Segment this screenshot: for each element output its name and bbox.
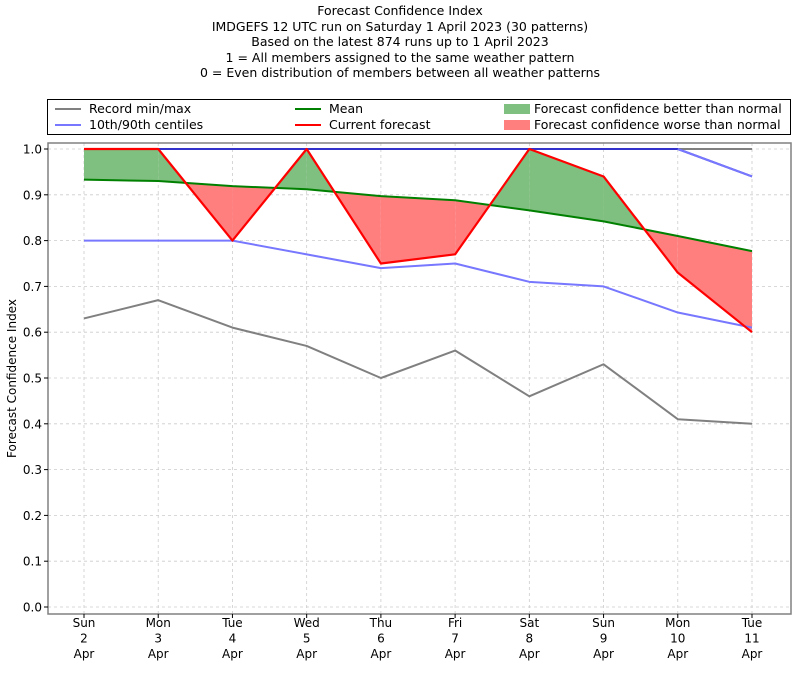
- legend-label-current: Current forecast: [329, 117, 431, 132]
- legend-label-record: Record min/max: [89, 101, 192, 116]
- x-tick-label-day: Thu: [369, 616, 393, 630]
- x-tick-label-month: Apr: [742, 647, 763, 661]
- fill-better-than-normal: [529, 149, 604, 222]
- x-tick-label-date: 3: [154, 632, 162, 646]
- y-tick-label: 0.4: [23, 417, 42, 431]
- chart-legend: Record min/max 10th/90th centiles Mean C…: [47, 99, 791, 135]
- legend-item-mean: Mean: [295, 101, 363, 117]
- x-tick-label-month: Apr: [74, 647, 95, 661]
- y-tick-label: 0.6: [23, 326, 42, 340]
- series-line-90th-centile: [84, 148, 753, 178]
- legend-label-worse: Forecast confidence worse than normal: [534, 117, 781, 132]
- title-line-2: IMDGEFS 12 UTC run on Saturday 1 April 2…: [211, 18, 589, 34]
- x-tick-label-month: Apr: [593, 647, 614, 661]
- fill-worse-than-normal: [677, 236, 752, 333]
- title-line-4: 1 = All members assigned to the same wea…: [225, 49, 575, 65]
- y-axis: 0.0 0.1 0.2 0.3 0.4 0.5 0.6 0.7 0.8 0.9 1.0: [23, 143, 48, 615]
- x-tick-label-date: 5: [303, 632, 311, 646]
- chart-title: Forecast Confidence Index IMDGEFS 12 UTC…: [0, 3, 800, 81]
- legend-item-centiles: 10th/90th centiles: [55, 117, 203, 133]
- x-tick-label-month: Apr: [148, 647, 169, 661]
- x-tick-label-month: Apr: [445, 647, 466, 661]
- legend-item-worse: Forecast confidence worse than normal: [504, 117, 781, 133]
- y-tick-label: 0.5: [23, 372, 42, 386]
- x-tick-label-date: 11: [744, 632, 759, 646]
- x-tick-label-day: Wed: [294, 616, 320, 630]
- x-tick-label-day: Tue: [741, 616, 763, 630]
- y-tick-label: 0.7: [23, 280, 42, 294]
- y-tick-label: 0.3: [23, 463, 42, 477]
- x-tick-label-day: Tue: [221, 616, 243, 630]
- x-tick-label-month: Apr: [222, 647, 243, 661]
- legend-swatch-centiles: [55, 123, 81, 126]
- legend-swatch-record: [55, 107, 81, 110]
- legend-swatch-better: [504, 103, 530, 114]
- y-tick-label: 0.9: [23, 188, 42, 202]
- legend-swatch-worse: [504, 119, 530, 130]
- legend-label-centiles: 10th/90th centiles: [89, 117, 204, 132]
- legend-label-better: Forecast confidence better than normal: [534, 101, 782, 116]
- x-tick-label-month: Apr: [519, 647, 540, 661]
- y-tick-label: 1.0: [23, 143, 42, 157]
- x-tick-label-date: 9: [600, 632, 608, 646]
- fill-worse-than-normal: [380, 196, 456, 264]
- legend-item-current: Current forecast: [295, 117, 430, 133]
- x-tick-label-month: Apr: [667, 647, 688, 661]
- legend-swatch-current: [295, 123, 321, 126]
- series-lines: [83, 147, 753, 425]
- y-axis-label: Forecast Confidence Index: [5, 299, 19, 458]
- x-tick-label-day: Sun: [73, 616, 96, 630]
- title-line-3: Based on the latest 874 runs up to 1 Apr…: [251, 34, 549, 50]
- x-tick-label-day: Mon: [146, 616, 171, 630]
- series-line-10th-centile: [84, 239, 753, 329]
- x-tick-label-month: Apr: [296, 647, 317, 661]
- legend-item-record: Record min/max: [55, 101, 191, 117]
- x-tick-label-month: Apr: [371, 647, 392, 661]
- x-tick-label-day: Fri: [448, 616, 462, 630]
- legend-item-better: Forecast confidence better than normal: [504, 101, 782, 117]
- title-line-5: 0 = Even distribution of members between…: [199, 65, 601, 81]
- x-tick-label-date: 4: [229, 632, 237, 646]
- x-tick-label-date: 6: [377, 632, 385, 646]
- x-tick-label-date: 8: [526, 632, 534, 646]
- series-line-record-min: [83, 299, 753, 425]
- x-tick-label-date: 2: [80, 632, 88, 646]
- legend-label-mean: Mean: [329, 101, 364, 116]
- y-tick-label: 0.8: [23, 234, 42, 248]
- y-tick-label: 0.0: [23, 601, 42, 615]
- legend-swatch-mean: [295, 107, 321, 110]
- title-line-1: Forecast Confidence Index: [317, 3, 483, 18]
- x-axis: Sun2AprMon3AprTue4AprWed5AprThu6AprFri7A…: [73, 614, 763, 661]
- series-line-mean: [83, 178, 753, 253]
- y-tick-label: 0.2: [23, 509, 42, 523]
- x-tick-label-day: Sat: [519, 616, 539, 630]
- y-tick-label: 0.1: [23, 555, 42, 569]
- x-tick-label-day: Mon: [665, 616, 690, 630]
- fill-better-than-normal: [84, 149, 159, 182]
- series-line-current-forecast: [84, 147, 753, 334]
- x-tick-label-day: Sun: [592, 616, 615, 630]
- x-tick-label-date: 7: [451, 632, 459, 646]
- x-tick-label-date: 10: [670, 632, 685, 646]
- series-line-90th-centile-segment: [677, 148, 753, 178]
